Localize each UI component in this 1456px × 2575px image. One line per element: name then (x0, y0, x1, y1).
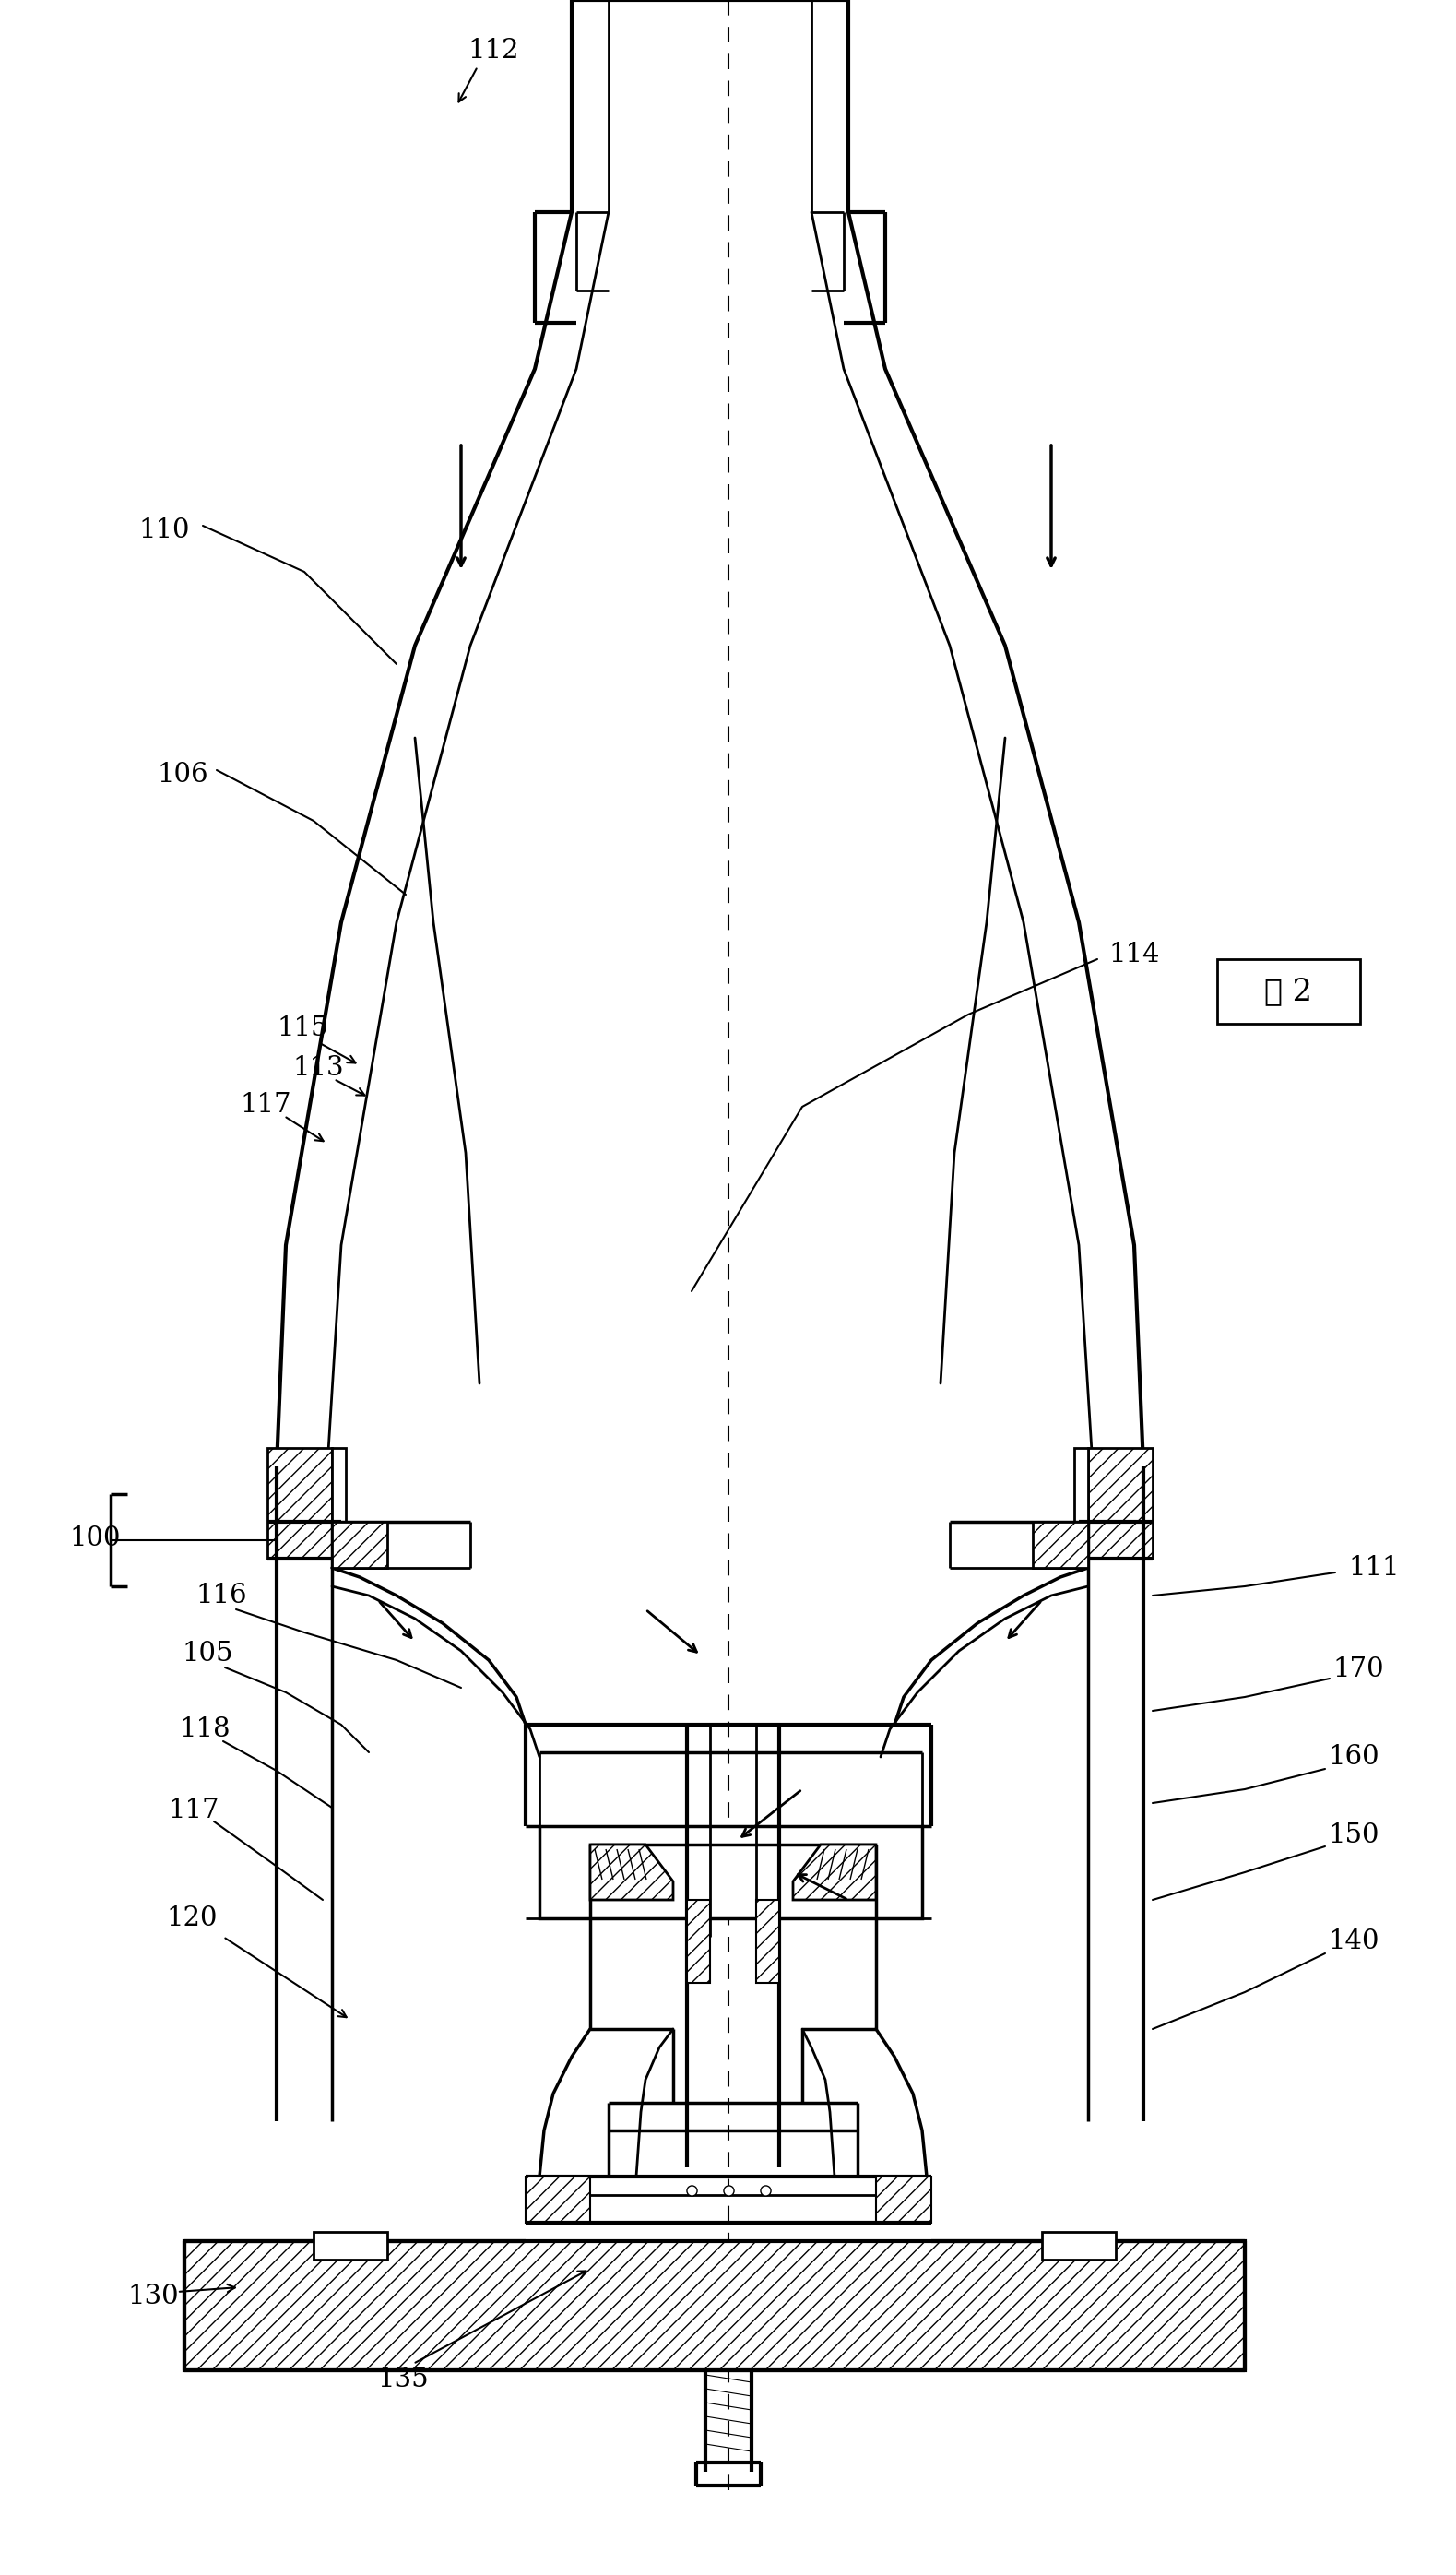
Polygon shape (1032, 1522, 1088, 1568)
Text: 113: 113 (293, 1056, 344, 1082)
Text: 112: 112 (467, 39, 518, 64)
Polygon shape (332, 1522, 387, 1568)
Bar (185, 2240, 1245, 2369)
Bar (313, 2233, 387, 2261)
Text: 120: 120 (166, 1906, 217, 1931)
Bar (1217, 958, 1360, 1025)
Bar (1042, 2233, 1115, 2261)
Text: 110: 110 (138, 518, 189, 543)
Polygon shape (590, 1844, 673, 1900)
Text: 111: 111 (1348, 1555, 1399, 1581)
Bar (539, 1826, 922, 1918)
Polygon shape (756, 1900, 779, 1983)
Text: 170: 170 (1332, 1656, 1383, 1681)
Bar (332, 1447, 345, 1522)
Bar (1075, 1447, 1088, 1522)
Bar (1088, 1447, 1153, 1558)
Text: 135: 135 (377, 2366, 428, 2392)
Text: 118: 118 (179, 1718, 230, 1743)
Text: 160: 160 (1328, 1743, 1379, 1769)
Text: 140: 140 (1328, 1929, 1379, 1954)
Text: 100: 100 (68, 1524, 121, 1550)
Bar (268, 1447, 332, 1558)
Polygon shape (526, 2176, 590, 2222)
Polygon shape (877, 2176, 932, 2222)
Text: 117: 117 (167, 1797, 220, 1823)
Text: 116: 116 (195, 1584, 248, 1609)
Text: 图 2: 图 2 (1264, 976, 1312, 1007)
Text: 105: 105 (182, 1640, 233, 1666)
Text: 117: 117 (240, 1092, 291, 1118)
Text: 130: 130 (127, 2284, 179, 2310)
Text: 114: 114 (1108, 942, 1160, 968)
Polygon shape (687, 1900, 711, 1983)
Text: 115: 115 (277, 1015, 328, 1040)
Text: 150: 150 (1328, 1823, 1379, 1849)
Text: 106: 106 (157, 762, 208, 788)
Polygon shape (794, 1844, 877, 1900)
